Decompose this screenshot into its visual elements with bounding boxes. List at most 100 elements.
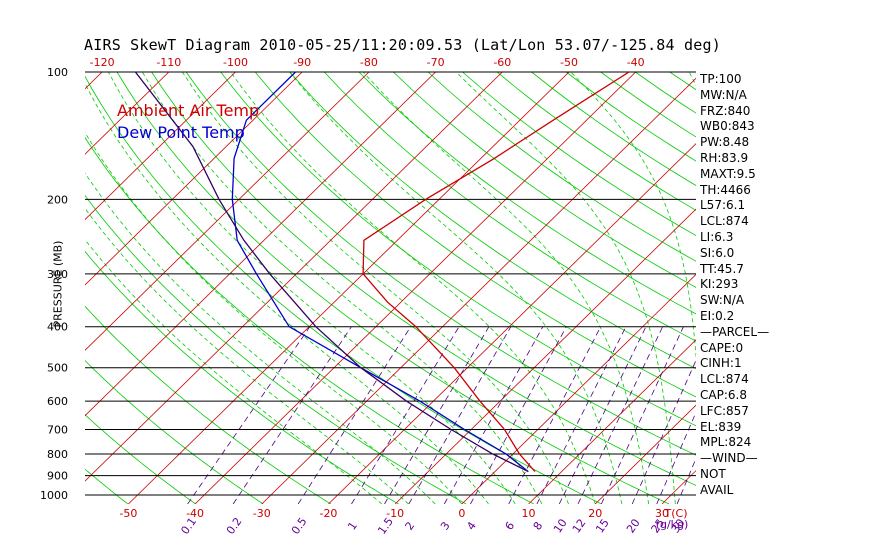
mixing-ratio-line <box>631 359 696 504</box>
pressure-tick-label: 900 <box>47 470 68 483</box>
top-temperature-tick-label: -120 <box>90 56 115 69</box>
stat-li: LI:6.3 <box>700 229 734 244</box>
legend-temperature: Ambient Air Temp <box>117 101 259 120</box>
stat-mpl: MPL:824 <box>700 435 752 450</box>
mixing-ratio-lines <box>187 326 696 504</box>
stat-parcel-header: —PARCEL— <box>700 324 770 339</box>
pressure-tick-label: 600 <box>47 395 68 408</box>
dry-adiabat-line <box>427 72 696 262</box>
bottom-temperature-tick-label: 20 <box>588 507 602 520</box>
mixing-ratio-line <box>297 326 411 504</box>
isotherm-line <box>261 77 696 504</box>
mixing-ratio-tick-label: 2 <box>403 519 418 532</box>
stat-lcl: LCL:874 <box>700 214 749 229</box>
moist-adiabat-line <box>289 72 623 504</box>
mixing-ratio-line <box>600 326 684 504</box>
stat-wind-avail: AVAIL <box>700 482 734 497</box>
parcel-profile <box>134 72 529 473</box>
stat-rh: RH:83.9 <box>700 150 749 165</box>
stat-tp: TP:100 <box>700 72 742 86</box>
dry-adiabat-line <box>85 75 602 504</box>
pressure-tick-label: 200 <box>47 193 68 206</box>
dry-adiabat-line <box>151 72 696 486</box>
stat-frz: FRZ:840 <box>700 103 751 118</box>
moist-adiabat-line <box>230 72 596 504</box>
pressure-tick-label: 100 <box>47 66 68 79</box>
isotherm-line <box>328 143 696 504</box>
mixing-ratio-tick-label: 4 <box>464 519 479 532</box>
dry-adiabat-line <box>116 72 670 504</box>
dry-adiabat-line <box>393 72 696 288</box>
stat-wind-not: NOT <box>700 466 726 481</box>
dry-adiabat-line <box>85 414 196 504</box>
isotherm-line <box>85 72 370 351</box>
moist-adiabat-line <box>141 72 543 504</box>
dry-adiabat-line <box>254 72 696 398</box>
moist-adiabat-line <box>85 207 409 504</box>
stat-wb0: WB0:843 <box>700 119 755 134</box>
stat-l57: L57:6.1 <box>700 198 746 213</box>
stat-mw: MW:N/A <box>700 87 747 102</box>
bottom-axis-unit-label: T(C) <box>664 507 688 520</box>
bottom-temperature-tick-label: 0 <box>458 507 465 520</box>
mixing-ratio-line <box>676 457 696 504</box>
top-temperature-tick-label: -110 <box>156 56 181 69</box>
moist-adiabat-line <box>455 72 676 504</box>
isotherm-line <box>85 72 436 417</box>
dry-adiabat-line <box>85 305 332 504</box>
mixing-ratio-line <box>408 326 512 504</box>
top-temperature-tick-label: -70 <box>427 56 445 69</box>
isotherm-line <box>128 72 570 504</box>
mixing-ratio-line <box>443 326 544 504</box>
isotherm-line <box>194 72 636 504</box>
stat-cape: CAPE:0 <box>700 340 744 355</box>
moist-adiabat-line <box>182 72 569 504</box>
dry-adiabat-line <box>324 72 696 342</box>
sounding-profiles <box>134 72 630 473</box>
isobar-lines <box>85 71 696 496</box>
dry-adiabat-line <box>85 468 129 504</box>
stat-lfc: LFC:857 <box>700 403 749 418</box>
mixing-ratio-tick-label: 3 <box>438 519 453 532</box>
bottom-temperature-tick-label: -30 <box>253 507 271 520</box>
bottom-temperature-tick-label: -40 <box>186 507 204 520</box>
moist-adiabat-line <box>85 172 436 504</box>
dry-adiabat-line <box>358 72 696 315</box>
chart-title: AIRS SkewT Diagram 2010-05-25/11:20:09.5… <box>84 36 721 54</box>
pressure-tick-label: 700 <box>47 424 68 437</box>
mixing-ratio-line <box>384 326 490 504</box>
pressure-tick-label: 500 <box>47 362 68 375</box>
mixing-ratio-tick-label: 20 <box>624 517 643 536</box>
dry-adiabat-line <box>85 194 467 504</box>
stat-cap: CAP:6.8 <box>700 387 747 402</box>
isotherm-line <box>85 72 303 286</box>
bottom-temperature-tick-label: -20 <box>319 507 337 520</box>
mixing-ratio-tick-label: 0.5 <box>289 515 310 537</box>
dry-adiabat-line <box>85 360 264 504</box>
isotherm-line <box>85 72 170 155</box>
mixing-ratio-line <box>187 326 311 504</box>
legend-dewpoint-label: Dew Point Temp <box>117 123 245 142</box>
pressure-tick-label: 1000 <box>40 489 68 502</box>
stat-ki: KI:293 <box>700 277 739 292</box>
mixing-ratio-line <box>536 326 627 504</box>
mixing-ratio-tick-label: 8 <box>531 519 546 532</box>
y-axis-label: PRESSURE (MB) <box>51 240 65 328</box>
moist-adiabat-lines <box>85 72 696 504</box>
top-temperature-tick-label: -100 <box>223 56 248 69</box>
stat-th: TH:4466 <box>700 182 751 197</box>
moist-adiabat-line <box>108 72 516 504</box>
stat-el: EL:839 <box>700 419 742 434</box>
pressure-tick-label: 800 <box>47 448 68 461</box>
bottom-temperature-tick-label: 30 <box>655 507 669 520</box>
mixing-ratio-tick-label: 0.2 <box>224 515 245 537</box>
top-temperature-tick-label: -50 <box>560 56 578 69</box>
top-temperature-tick-label: -80 <box>360 56 378 69</box>
isotherm-line <box>0 72 35 504</box>
top-temperature-tick-label: -40 <box>627 56 645 69</box>
stat-tt: TT:45.7 <box>700 261 744 276</box>
dry-adiabat-line <box>85 250 399 504</box>
mixing-ratio-line <box>508 326 602 504</box>
stat-wind-header: —WIND— <box>700 451 758 466</box>
pressure-tick-label: 400 <box>47 321 68 334</box>
